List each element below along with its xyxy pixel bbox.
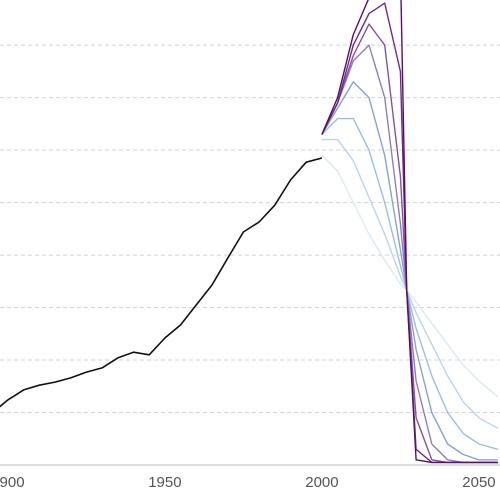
line <box>321 0 498 464</box>
x-tick-label: 2000 <box>305 474 338 491</box>
x-tick-label: 1900 <box>0 474 25 491</box>
plot-area <box>0 0 499 464</box>
x-axis: 1900 1950 2000 2050 <box>0 474 496 491</box>
line <box>321 44 498 464</box>
x-tick-label: 2050 <box>462 474 495 491</box>
line <box>0 157 323 408</box>
line <box>321 138 499 429</box>
line <box>321 154 499 398</box>
grid <box>0 44 500 466</box>
line <box>321 117 498 450</box>
line <box>321 81 498 461</box>
x-tick-label: 1950 <box>148 474 181 491</box>
